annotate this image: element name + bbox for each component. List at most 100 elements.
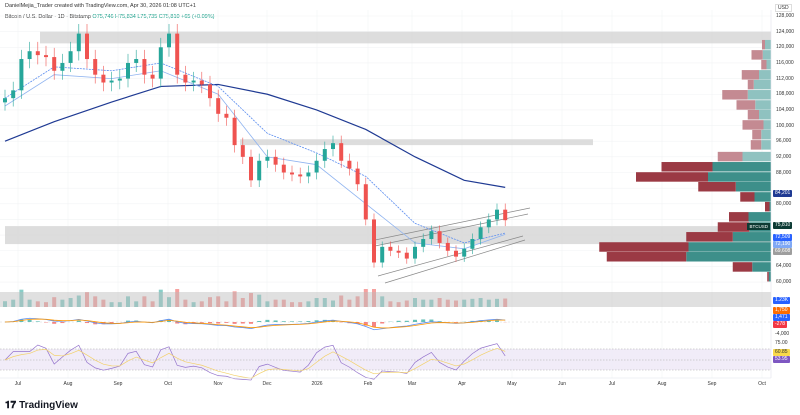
volume-profile-down-bar <box>750 140 762 150</box>
tradingview-logo[interactable]: 𝟏𝟕 TradingView <box>5 400 78 411</box>
volume-bar <box>35 301 40 307</box>
volume-profile-down-bar <box>741 70 759 80</box>
price-tick-label: 88,000 <box>776 169 792 176</box>
volume-bar <box>429 299 434 307</box>
candle <box>257 160 262 181</box>
volume-bar <box>257 294 262 307</box>
volume-bar <box>355 296 360 307</box>
volume-bar <box>19 289 24 307</box>
volume-profile-up-bar <box>759 109 771 120</box>
volume-profile-up-bar <box>732 232 771 242</box>
candle <box>314 160 319 173</box>
time-tick-label: Apr <box>458 381 466 387</box>
candle <box>142 59 147 75</box>
macd-histogram-bar <box>249 322 253 324</box>
volume-profile-down-bar <box>740 192 755 202</box>
macd-histogram-bar <box>109 322 114 324</box>
macd-histogram-bar <box>281 321 286 322</box>
volume-bar <box>265 301 270 307</box>
price-chart[interactable] <box>0 0 800 395</box>
volume-profile-down-bar <box>736 100 756 110</box>
macd-histogram-bar <box>52 322 57 324</box>
macd-histogram-bar <box>404 320 409 322</box>
candle <box>68 51 73 63</box>
volume-profile-up-bar <box>763 120 771 130</box>
moving-average-line <box>4 70 506 250</box>
price-tick-label: 124,000 <box>776 28 795 35</box>
candle <box>265 156 270 161</box>
candle <box>454 250 458 257</box>
horizontal-zone <box>5 226 771 245</box>
macd-histogram-bar <box>273 320 278 322</box>
time-tick-label: Sep <box>707 381 717 387</box>
candle <box>298 174 303 177</box>
candle <box>363 184 368 220</box>
volume-bar <box>273 299 278 307</box>
macd-histogram-bar <box>240 322 245 324</box>
candle <box>388 246 393 251</box>
volume-bar <box>372 289 376 307</box>
symbol-price-label: BTCUSD <box>747 223 770 230</box>
currency-label[interactable]: USD <box>775 4 792 12</box>
volume-bar <box>76 295 81 307</box>
candle <box>167 33 171 48</box>
macd-histogram-bar <box>486 320 491 322</box>
volume-bar <box>380 296 385 307</box>
volume-profile-down-bar <box>606 252 687 262</box>
volume-bar <box>413 298 417 307</box>
time-tick-label: Dec <box>262 381 272 387</box>
candle <box>60 62 65 71</box>
trend-line <box>377 235 524 277</box>
candle <box>150 74 155 79</box>
price-tag: 75,810 <box>773 222 793 229</box>
volume-profile-up-bar <box>742 151 771 162</box>
candle <box>281 164 286 173</box>
macd-histogram-bar <box>380 322 385 324</box>
macd-histogram-bar <box>306 321 311 322</box>
volume-bar <box>437 298 442 307</box>
volume-bar <box>109 302 114 307</box>
time-tick-label: Aug <box>657 381 667 387</box>
volume-bar <box>347 299 352 307</box>
volume-profile-down-bar <box>636 172 708 182</box>
macd-histogram-bar <box>85 322 89 324</box>
volume-bar <box>503 298 508 307</box>
candle <box>175 33 180 75</box>
candle <box>232 117 237 146</box>
volume-profile-up-bar <box>688 242 771 252</box>
chart-credit: DanielMejia_Trader created with TradingV… <box>5 3 196 9</box>
volume-bar <box>495 298 499 307</box>
volume-bar <box>60 299 65 307</box>
volume-profile-up-bar <box>735 181 771 192</box>
candle <box>11 90 16 99</box>
volume-bar <box>117 302 122 307</box>
price-tag: 69,608 <box>773 248 793 255</box>
macd-histogram-bar <box>290 321 294 322</box>
macd-histogram-bar <box>126 320 130 322</box>
volume-bar <box>126 296 130 307</box>
price-tag: -4,000 <box>775 331 790 337</box>
macd-histogram-bar <box>60 322 65 324</box>
candle <box>27 51 32 60</box>
candle <box>191 80 196 83</box>
volume-profile-down-bar <box>747 109 759 120</box>
symbol-name: Bitcoin / U.S. Dollar · 1D · Bitstamp <box>5 14 91 20</box>
macd-histogram-bar <box>396 320 401 322</box>
volume-profile-down-bar <box>717 151 743 162</box>
price-tag: 1.23K <box>773 297 791 304</box>
rsi-ma-line <box>4 347 506 379</box>
volume-profile-up-bar <box>686 252 771 262</box>
price-tag: 1,750 <box>773 307 790 314</box>
price-tick-label: 108,000 <box>776 91 795 98</box>
volume-bar <box>85 292 89 307</box>
volume-bar <box>298 302 303 307</box>
volume-bar <box>175 289 180 307</box>
macd-histogram-bar <box>208 322 212 324</box>
macd-histogram-bar <box>314 320 319 322</box>
volume-bar <box>3 301 7 307</box>
volume-bar <box>314 298 319 307</box>
macd-histogram-bar <box>265 319 270 322</box>
price-tick-label: 92,000 <box>776 153 792 160</box>
candle <box>347 160 352 169</box>
volume-profile-down-bar <box>686 232 733 242</box>
